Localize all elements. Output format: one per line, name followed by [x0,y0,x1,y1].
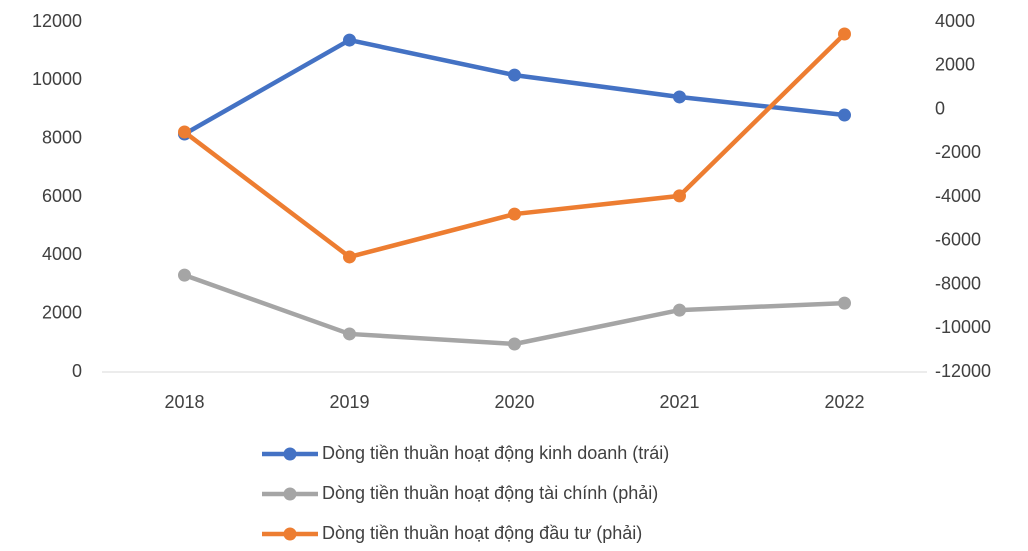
y2-tick-label: -4000 [935,186,981,206]
x-tick-label: 2020 [494,392,534,412]
legend-marker [283,527,297,541]
y-tick-label: 8000 [42,127,82,147]
legend-label: Dòng tiền thuần hoạt động tài chính (phả… [322,483,658,503]
y2-tick-label: -8000 [935,273,981,293]
legend-label: Dòng tiền thuần hoạt động đầu tư (phải) [322,523,642,543]
legend-marker [283,447,297,461]
y-tick-label: 12000 [32,11,82,31]
y-tick-label: 4000 [42,244,82,264]
y2-tick-label: 4000 [935,11,975,31]
y-tick-label: 0 [72,361,82,381]
legend-marker [283,487,297,501]
series-marker [508,207,521,221]
y2-tick-label: -2000 [935,142,981,162]
y2-tick-label: -12000 [935,361,991,381]
x-tick-label: 2022 [824,392,864,412]
series-marker [673,189,686,203]
series-marker [838,108,851,122]
series-marker [838,27,851,41]
series-marker [508,337,521,351]
x-tick-label: 2018 [164,392,204,412]
y-tick-label: 2000 [42,302,82,322]
series-marker [178,125,191,139]
y2-tick-label: -10000 [935,317,991,337]
x-tick-label: 2019 [329,392,369,412]
series-marker [178,268,191,282]
y-tick-label: 6000 [42,186,82,206]
series-line [182,272,847,347]
series-marker [508,68,521,82]
series-marker [343,33,356,47]
y2-tick-label: -6000 [935,230,981,250]
series-marker [673,303,686,317]
y2-tick-label: 2000 [935,55,975,75]
series-marker [838,296,851,310]
series-marker [343,327,356,341]
y-tick-label: 10000 [32,69,82,89]
y2-tick-label: 0 [935,98,945,118]
series-line [182,37,847,137]
x-tick-label: 2021 [659,392,699,412]
series-line [182,31,847,260]
series-marker [673,90,686,104]
series-marker [343,250,356,264]
legend-label: Dòng tiền thuần hoạt động kinh doanh (tr… [322,443,669,463]
